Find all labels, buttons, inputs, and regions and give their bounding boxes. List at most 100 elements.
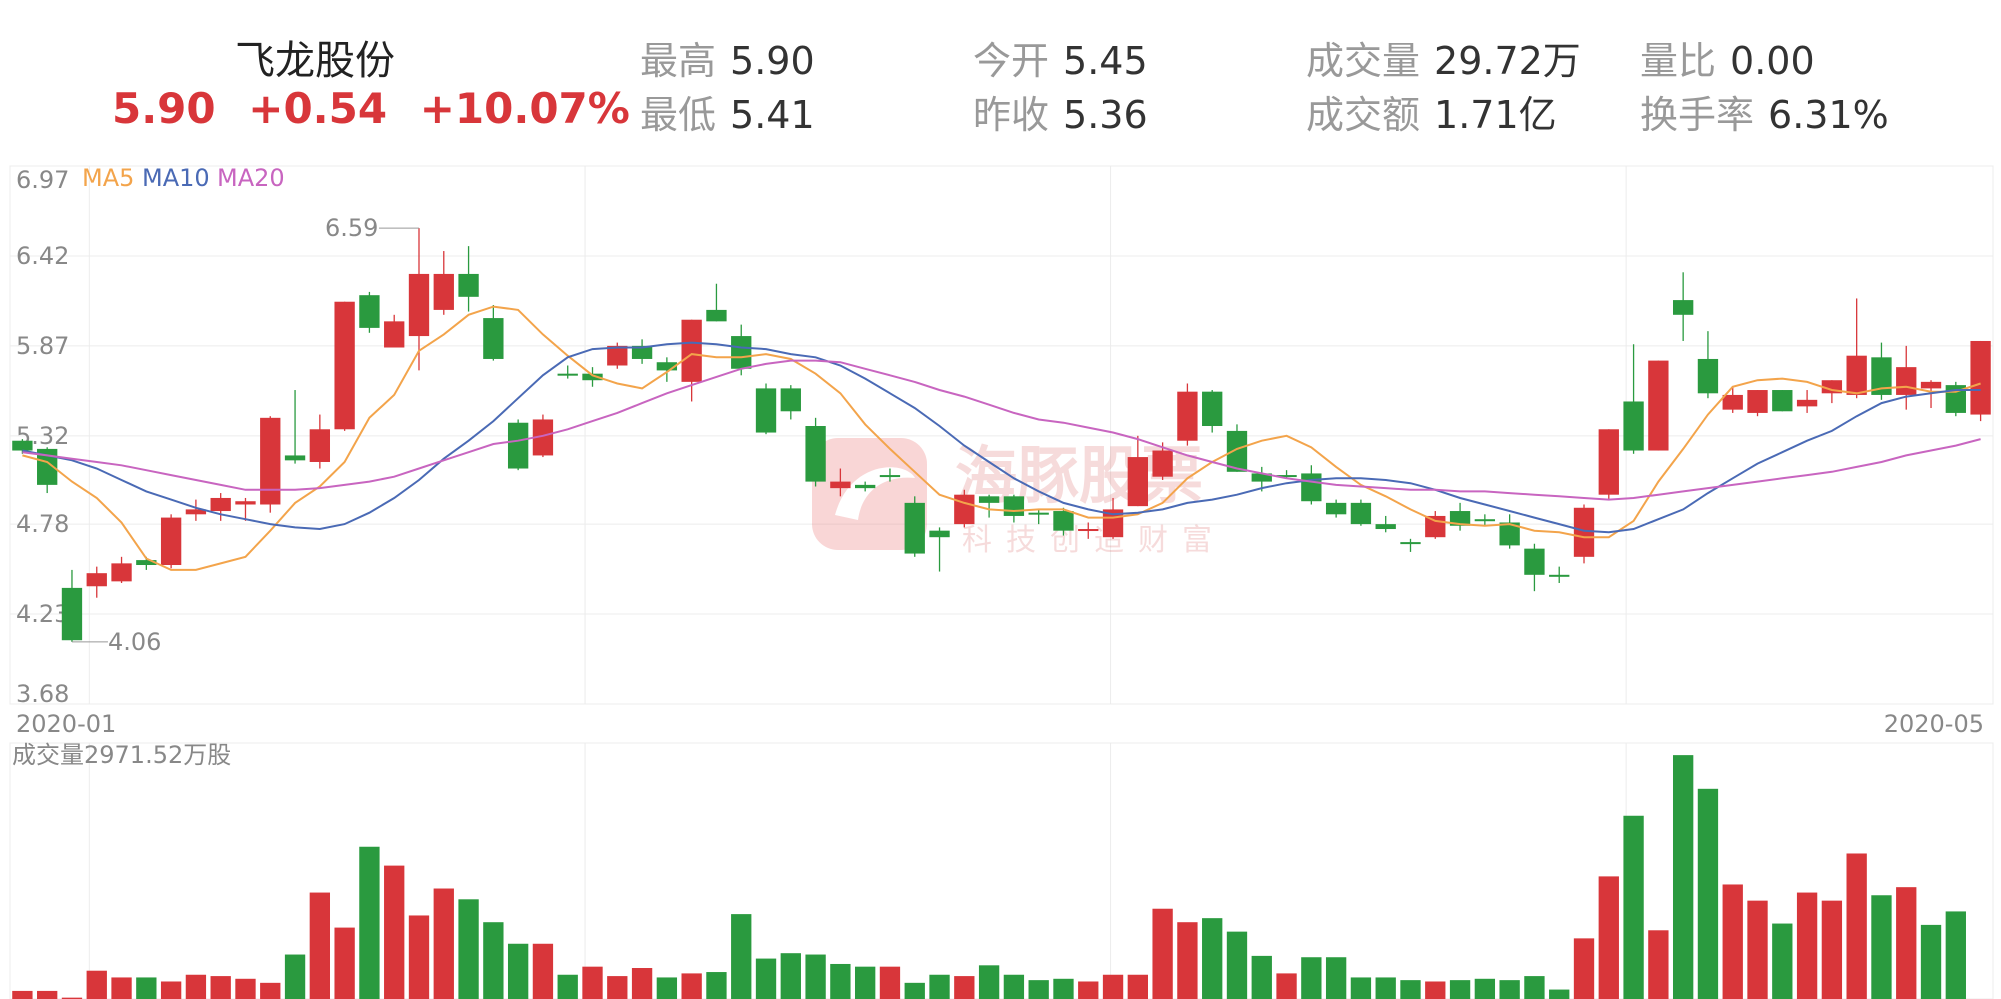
- candle-body: [1474, 519, 1496, 522]
- candle: [1747, 390, 1768, 417]
- candle-body: [37, 448, 58, 485]
- volume-bar: [235, 978, 256, 999]
- volume-bar: [1524, 976, 1545, 999]
- candle-body: [260, 417, 281, 505]
- candle: [1623, 344, 1644, 454]
- ma-legend: MA5 MA10 MA20: [82, 164, 285, 192]
- volume-bar: [359, 846, 380, 999]
- candle-body: [830, 481, 851, 489]
- candle-body: [1871, 357, 1892, 395]
- candle-body: [1697, 358, 1719, 394]
- candle: [954, 489, 975, 528]
- volume-bar: [433, 888, 454, 999]
- candle-body: [1028, 512, 1049, 515]
- volume-bar: [1251, 955, 1272, 999]
- volume-bar: [1722, 884, 1743, 999]
- volume-bar: [136, 977, 157, 999]
- volume-bar: [334, 927, 355, 999]
- candle: [1400, 538, 1421, 552]
- candle: [160, 514, 182, 569]
- y-axis: 6.976.425.875.324.784.233.68: [16, 166, 69, 708]
- candle-body: [681, 319, 702, 382]
- volume-bar: [656, 977, 678, 999]
- volume-bar: [1449, 980, 1471, 999]
- candle-body: [780, 388, 801, 412]
- volume-bar: [37, 990, 58, 999]
- ma-line-ma5: [22, 305, 1981, 571]
- candle-body: [433, 273, 454, 310]
- candle: [458, 246, 479, 312]
- candle-body: [731, 336, 752, 369]
- candle-body: [1276, 475, 1297, 478]
- volume-bar: [1920, 924, 1942, 999]
- candle-body: [879, 475, 901, 478]
- candle-body: [309, 429, 331, 462]
- candle: [1301, 465, 1322, 505]
- kline-chart[interactable]: 海豚股票 科技创造财富 6.976.425.875.324.784.233.68…: [0, 160, 2001, 999]
- volume-bar: [954, 976, 975, 999]
- moving-averages: [22, 305, 1981, 571]
- volume-bar: [1549, 989, 1570, 999]
- volume-bar: [1102, 974, 1124, 999]
- candle-body: [1970, 340, 1991, 415]
- candle-body: [1672, 300, 1694, 315]
- volume-bar: [284, 954, 306, 999]
- candle-body: [1648, 360, 1669, 451]
- candle: [929, 527, 950, 572]
- volume-bar: [582, 966, 603, 999]
- x-label-end: 2020-05: [1884, 710, 1984, 738]
- candle: [1499, 514, 1520, 549]
- volume-bar: [1796, 892, 1818, 999]
- stat-volume: 成交量 29.72万: [1306, 39, 1581, 83]
- candle: [1003, 494, 1025, 523]
- candle-body: [86, 573, 107, 587]
- volume-bar: [1871, 895, 1892, 999]
- candle: [1945, 381, 1966, 417]
- candle-body: [12, 440, 33, 451]
- candle-body: [1053, 511, 1074, 531]
- candle: [1524, 543, 1545, 592]
- candle: [1772, 390, 1793, 412]
- candle-body: [855, 484, 876, 489]
- candle-body: [631, 345, 653, 359]
- candle-body: [1003, 496, 1025, 516]
- candle-body: [1425, 515, 1446, 538]
- last-price: 5.90: [112, 84, 216, 133]
- candle-body: [1499, 522, 1520, 546]
- candle-body: [408, 273, 430, 337]
- stat-high: 最高 5.90: [640, 39, 815, 83]
- candle-body: [656, 362, 678, 371]
- candle: [557, 365, 578, 379]
- candle: [830, 468, 851, 497]
- candle-body: [185, 509, 207, 515]
- stat-turnover: 成交额 1.71亿: [1306, 93, 1557, 137]
- candle: [185, 499, 207, 521]
- candle-body: [1350, 502, 1372, 525]
- candle: [855, 481, 876, 492]
- volume-bar: [1301, 957, 1322, 999]
- candle: [334, 301, 355, 431]
- candle-body: [532, 419, 554, 456]
- candle-body: [1226, 430, 1248, 472]
- volume-bars: [12, 755, 1966, 999]
- price-plot-frame: [9, 165, 1994, 705]
- volume-bar: [12, 990, 33, 999]
- volume-bar: [1177, 922, 1198, 999]
- candle: [1053, 507, 1074, 536]
- y-tick-label: 6.97: [16, 166, 69, 194]
- volume-bar: [210, 976, 231, 999]
- candle: [1896, 345, 1917, 410]
- legend-ma5: MA5: [82, 164, 134, 192]
- candle-body: [483, 318, 504, 359]
- volume-bar: [1425, 981, 1446, 999]
- candle-body: [805, 426, 826, 482]
- stat-prev-close: 昨收 5.36: [973, 93, 1148, 137]
- volume-bar: [1896, 887, 1917, 999]
- volume-bar: [780, 953, 801, 999]
- ma-line-ma20: [22, 359, 1981, 501]
- candle-body: [1623, 401, 1644, 451]
- candle: [1449, 502, 1471, 531]
- candle: [1598, 429, 1619, 500]
- volume-bar: [1276, 973, 1297, 999]
- price-change: +0.54: [248, 84, 388, 133]
